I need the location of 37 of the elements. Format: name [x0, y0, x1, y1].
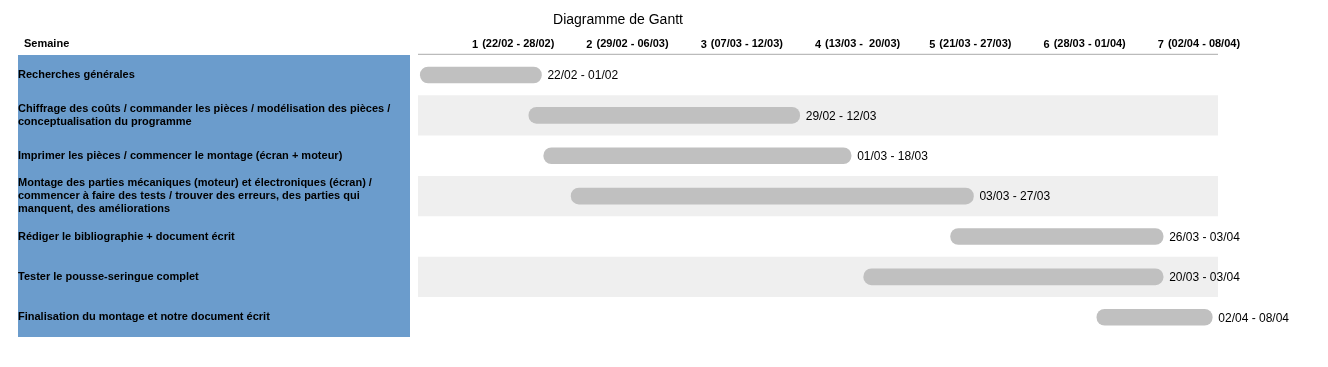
y-tick-label: Tester le pousse-seringue complet	[18, 269, 200, 282]
text: (21/03 - 27/03)	[939, 36, 1012, 49]
bar	[570, 187, 974, 205]
data-label: 26/03 - 03/04	[1169, 229, 1241, 244]
text: (07/03 - 12/03)	[710, 36, 784, 49]
text: (29/02 - 06/03)	[596, 36, 669, 49]
data-label: 29/02 - 12/03	[805, 108, 877, 123]
data-label: 22/02 - 01/02	[547, 68, 619, 83]
bar	[1096, 308, 1213, 326]
text: (28/03 - 01/04)	[1053, 36, 1127, 49]
data-label: 01/03 - 18/03	[857, 149, 929, 164]
text: (22/02 - 28/02)	[482, 36, 555, 49]
x-tick-label: 1	[472, 38, 479, 51]
chart-title: Diagramme de Gantt	[553, 11, 684, 28]
y-tick-label: Imprimer les pièces / commencer le montage (écran + moteur)	[18, 148, 343, 161]
y-tick-label: Finalisation du montage et notre document écrit	[18, 310, 271, 323]
x-tick-label: 2	[586, 38, 593, 51]
x-tick-label: 6	[1043, 38, 1050, 51]
y-tick-label: Montage des parties mécaniques (moteur) et électroniques (écran) / commencer à faire des tests / trouver des erreurs, des parties qui manquent, des améliorations	[18, 175, 372, 215]
data-label: 02/04 - 08/04	[1218, 310, 1290, 325]
text: (13/03 - 20/03)	[825, 36, 901, 49]
bar	[950, 228, 1164, 245]
text: (02/04 - 08/04)	[1167, 36, 1241, 49]
x-tick-label: 4	[814, 38, 822, 51]
x-tick-label: 7	[1157, 38, 1164, 51]
data-label: 03/03 - 27/03	[979, 189, 1051, 204]
y-tick-label: Rédiger le bibliographie + document écrit	[18, 229, 236, 242]
x-tick-label: 5	[929, 38, 936, 51]
x-tick-label: 3	[700, 38, 707, 51]
y-tick-label: Chiffrage des coûts / commander les pièces / modélisation des pièces / conceptualisation du programme	[18, 101, 391, 127]
y-tick-label: Recherches générales	[18, 68, 135, 81]
bar	[543, 147, 852, 165]
data-label: 20/03 - 03/04	[1169, 270, 1241, 285]
bar	[419, 66, 542, 84]
bar	[863, 268, 1164, 286]
bar	[528, 107, 801, 124]
y-axis-title: Semaine	[24, 36, 70, 49]
